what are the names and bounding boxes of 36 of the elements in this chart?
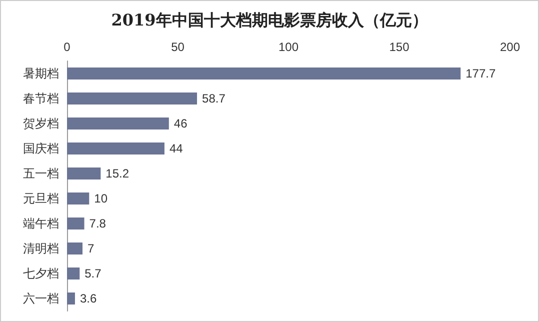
bar	[67, 92, 198, 104]
bar	[67, 168, 101, 180]
bar	[67, 68, 461, 80]
y-tick-label: 六一档	[23, 292, 59, 306]
bar	[67, 268, 80, 280]
y-tick-label: 清明档	[23, 242, 59, 256]
data-label: 44	[169, 142, 184, 156]
x-tick-label: 150	[389, 40, 410, 54]
x-tick-label: 100	[278, 40, 299, 54]
data-label: 10	[94, 192, 108, 206]
bar	[67, 218, 84, 230]
bar	[67, 242, 83, 254]
data-label: 7.8	[89, 216, 106, 230]
y-tick-label: 春节档	[23, 92, 59, 106]
y-tick-label: 元旦档	[23, 192, 59, 206]
y-tick-label: 暑期档	[23, 66, 59, 80]
y-tick-label: 国庆档	[23, 142, 59, 156]
y-tick-label: 端午档	[23, 216, 59, 230]
bar	[67, 292, 75, 304]
y-tick-label: 五一档	[23, 166, 59, 180]
bar	[67, 192, 90, 204]
bar	[67, 118, 169, 130]
data-label: 177.7	[466, 66, 496, 80]
y-tick-label: 七夕档	[23, 266, 59, 280]
y-tick-label: 贺岁档	[23, 116, 59, 130]
data-label: 58.7	[202, 92, 226, 106]
bar	[67, 142, 164, 154]
data-label: 46	[174, 116, 188, 130]
x-tick-label: 200	[500, 40, 520, 54]
x-tick-label: 50	[171, 40, 185, 54]
data-label: 15.2	[106, 166, 130, 180]
data-label: 3.6	[80, 292, 97, 306]
chart-title: 2019年中国十大档期电影票房收入（亿元）	[111, 10, 428, 30]
data-label: 5.7	[84, 266, 102, 280]
x-tick-label: 0	[64, 40, 71, 54]
data-label: 7	[88, 242, 95, 256]
